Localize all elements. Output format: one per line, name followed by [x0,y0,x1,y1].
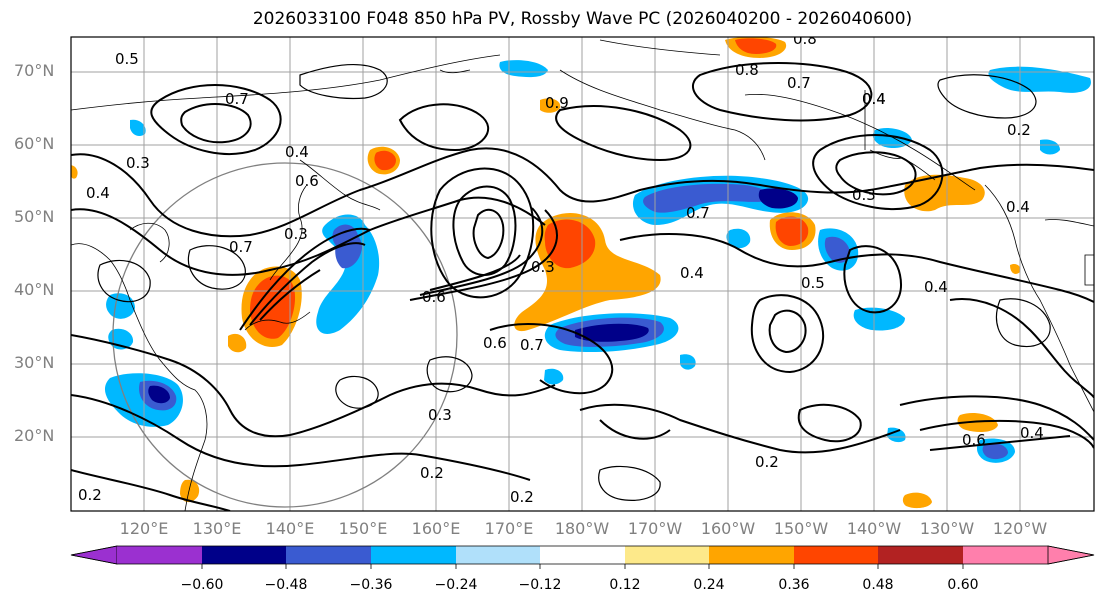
contour-label: 0.8 [735,61,759,79]
lat-label: 40°N [14,280,55,299]
colorbar-tick-label: −0.24 [434,577,478,593]
lon-label: 160°E [411,519,461,538]
colorbar-tick-label: −0.60 [180,577,224,593]
colorbar-bin [709,546,794,564]
contour-label: 0.5 [801,274,825,292]
lon-label: 160°W [700,519,756,538]
contour-label: 0.2 [78,486,102,504]
contour-label: 0.7 [686,204,710,222]
anomaly-shading [71,37,1091,509]
contour-label: 0.3 [284,225,308,243]
colorbar-bin [117,546,202,564]
colorbar-tick-label: 0.60 [947,577,979,593]
colorbar-bin [286,546,371,564]
contour-label: 0.7 [520,336,544,354]
lon-label: 120°W [992,519,1048,538]
contour-label: 0.4 [1020,424,1044,442]
lon-label: 140°W [846,519,902,538]
colorbar-tick-label: −0.36 [349,577,393,593]
contour-label: 0.3 [852,186,876,204]
colorbar-tick-label: −0.12 [518,577,562,593]
contour-label: 0.7 [225,90,249,108]
colorbar [70,545,1095,569]
contour-labels: 0.5 0.7 0.4 0.3 0.6 0.7 0.4 0.3 0.8 0.8 … [78,30,1044,506]
colorbar-bin [540,546,625,564]
colorbar-bin [456,546,540,564]
lon-label: 150°W [773,519,829,538]
contour-label: 0.3 [531,258,555,276]
colorbar-bin [794,546,878,564]
contour-label: 0.4 [680,264,704,282]
contour-label: 0.6 [295,172,319,190]
colorbar-bin [371,546,456,564]
colorbar-bin [1047,545,1095,565]
pv-contours-thin [97,63,1051,501]
contour-label: 0.4 [1006,198,1030,216]
lon-label: 150°E [338,519,388,538]
colorbar-tick-label: −0.48 [264,577,308,593]
contour-label: 0.2 [1007,121,1031,139]
contour-label: 0.2 [510,488,534,506]
contour-label: 0.4 [924,278,948,296]
contour-label: 0.6 [422,288,446,306]
contour-label: 0.3 [428,406,452,424]
lat-label: 30°N [14,353,55,372]
lon-label: 170°E [484,519,534,538]
contour-label: 0.2 [755,453,779,471]
lat-lon-grid [71,37,1094,511]
lon-label: 130°E [192,519,242,538]
colorbar-tick-label: 0.24 [693,577,725,593]
colorbar-bin [202,546,286,564]
lon-label: 170°W [627,519,683,538]
map-plot-area: 0.5 0.7 0.4 0.3 0.6 0.7 0.4 0.3 0.8 0.8 … [71,30,1094,511]
reference-circle [112,162,458,508]
pv-contours [71,62,1094,511]
lon-label: 120°E [119,519,169,538]
contour-label: 0.6 [483,334,507,352]
colorbar-bin [70,545,118,565]
lon-label: 130°W [919,519,975,538]
lon-label: 180°W [554,519,610,538]
colorbar-tick-label: 0.48 [862,577,894,593]
contour-label: 0.4 [285,143,309,161]
coastlines [71,39,1094,511]
contour-label: 0.5 [115,50,139,68]
colorbar-bin [963,546,1048,564]
plot-frame [70,36,1095,512]
contour-label: 0.7 [787,74,811,92]
contour-label: 0.4 [862,90,886,108]
contour-label: 0.7 [229,238,253,256]
colorbar-tick-label: 0.12 [609,577,641,593]
contour-label: 0.9 [545,94,569,112]
lat-label: 60°N [14,134,55,153]
colorbar-bin [878,546,963,564]
colorbar-bin [625,546,709,564]
lat-label: 20°N [14,426,55,445]
map-title: 2026033100 F048 850 hPa PV, Rossby Wave … [252,9,913,29]
contour-label: 0.8 [793,30,817,48]
contour-label: 0.2 [420,464,444,482]
contour-label: 0.4 [862,90,886,108]
contour-label: 0.4 [86,184,110,202]
lon-label: 140°E [265,519,315,538]
contour-label: 0.6 [962,431,986,449]
lat-label: 50°N [14,207,55,226]
colorbar-tick-label: 0.36 [778,577,810,593]
lat-label: 70°N [14,61,55,80]
contour-label: 0.3 [126,154,150,172]
